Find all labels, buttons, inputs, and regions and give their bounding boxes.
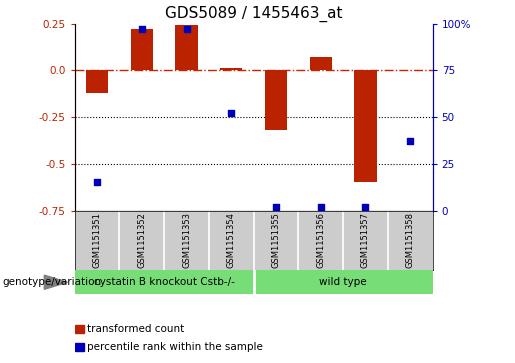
Title: GDS5089 / 1455463_at: GDS5089 / 1455463_at <box>165 6 342 22</box>
Text: GSM1151356: GSM1151356 <box>316 212 325 269</box>
Point <box>272 204 280 210</box>
Point <box>362 204 370 210</box>
Bar <box>175 25 198 70</box>
Bar <box>75 343 83 351</box>
Text: GSM1151351: GSM1151351 <box>93 213 101 268</box>
Text: GSM1151355: GSM1151355 <box>271 213 281 268</box>
Text: GSM1151352: GSM1151352 <box>138 213 146 268</box>
Bar <box>86 70 108 93</box>
Bar <box>354 70 376 183</box>
Point <box>317 204 325 210</box>
Text: cystatin B knockout Cstb-/-: cystatin B knockout Cstb-/- <box>94 277 235 287</box>
Text: GSM1151353: GSM1151353 <box>182 212 191 269</box>
Text: genotype/variation: genotype/variation <box>3 277 101 287</box>
Point <box>227 110 235 116</box>
Text: wild type: wild type <box>319 277 367 287</box>
Point <box>93 180 101 185</box>
Point <box>406 138 415 144</box>
Point <box>138 26 146 32</box>
Bar <box>220 69 243 70</box>
Bar <box>253 270 433 294</box>
Text: percentile rank within the sample: percentile rank within the sample <box>87 342 263 352</box>
Text: GSM1151357: GSM1151357 <box>361 212 370 269</box>
Bar <box>75 325 83 333</box>
Bar <box>75 270 253 294</box>
Bar <box>310 57 332 70</box>
Polygon shape <box>44 275 67 289</box>
Bar <box>265 70 287 130</box>
Text: transformed count: transformed count <box>87 324 184 334</box>
Point <box>182 26 191 32</box>
Text: GSM1151354: GSM1151354 <box>227 213 236 268</box>
Text: GSM1151358: GSM1151358 <box>406 212 415 269</box>
Bar <box>131 29 153 70</box>
